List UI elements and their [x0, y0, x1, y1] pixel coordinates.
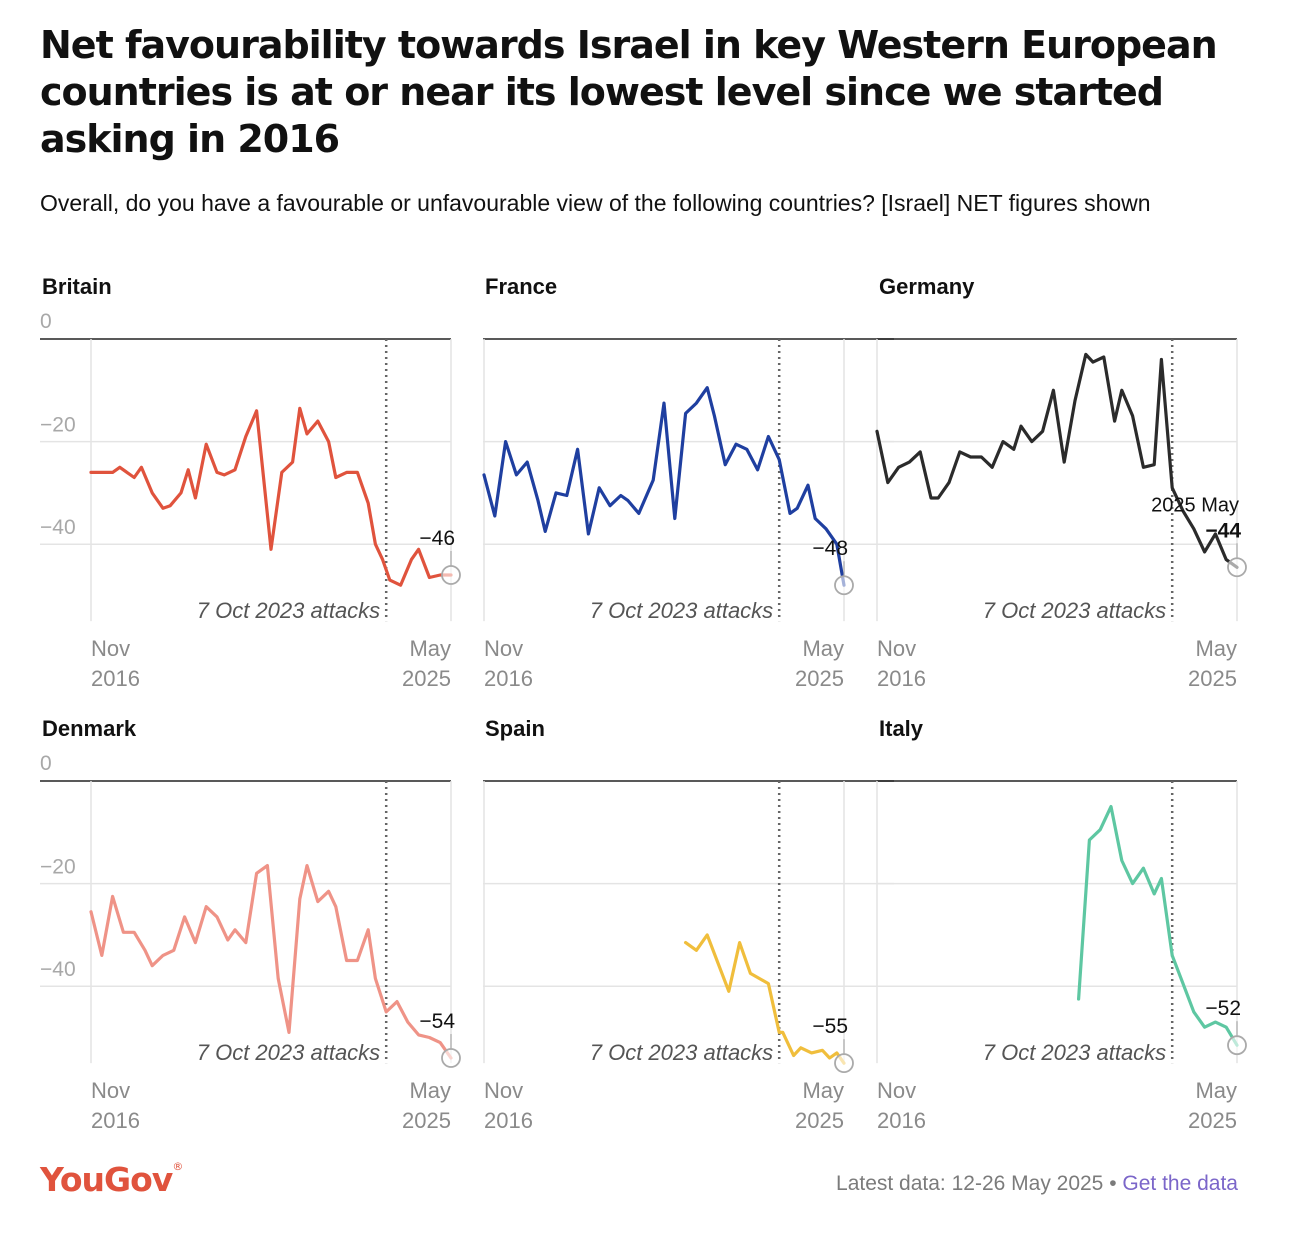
y-tick-label: −20 — [40, 856, 76, 879]
x-end-label-year: 2025 — [795, 666, 844, 691]
y-tick-label: −40 — [40, 958, 76, 981]
x-end-label-year: 2025 — [402, 1108, 451, 1133]
series-line-spain — [684, 933, 846, 1065]
x-end-label-year: 2025 — [1188, 1108, 1237, 1133]
panel-title: Italy — [879, 716, 924, 741]
x-start-label-month: Nov — [877, 1078, 916, 1103]
series-line-britain — [89, 406, 453, 587]
footer-source: Latest data: 12-26 May 2025 • Get the da… — [836, 1172, 1238, 1196]
x-end-label-month: May — [409, 636, 451, 661]
x-end-label-month: May — [1195, 1078, 1237, 1103]
x-end-label-month: May — [802, 636, 844, 661]
x-start-label-month: Nov — [91, 636, 130, 661]
series-line-italy — [1077, 805, 1239, 1047]
panel-italy: Italy 7 Oct 2023 attacks Nov 2016 May 2025 −52 — [876, 716, 1247, 1133]
panel-title: Spain — [485, 716, 545, 741]
x-start-label-year: 2016 — [91, 1108, 140, 1133]
get-the-data-link[interactable]: Get the data — [1122, 1172, 1238, 1195]
panel-title: Denmark — [42, 716, 137, 741]
yougov-logo: YouGov® — [40, 1160, 183, 1199]
y-tick-label: −40 — [40, 516, 76, 539]
event-label: 7 Oct 2023 attacks — [197, 598, 380, 623]
last-value-label: −54 — [419, 1010, 455, 1033]
chart-title: Net favourability towards Israel in key … — [40, 23, 1218, 161]
x-end-label-month: May — [802, 1078, 844, 1103]
last-value-label: −46 — [419, 527, 455, 550]
event-label: 7 Oct 2023 attacks — [197, 1040, 380, 1065]
last-point-marker — [834, 575, 854, 596]
x-start-label-year: 2016 — [91, 666, 140, 691]
event-label: 7 Oct 2023 attacks — [590, 598, 773, 623]
last-point-marker — [834, 1053, 854, 1074]
x-start-label-month: Nov — [484, 1078, 523, 1103]
event-label: 7 Oct 2023 attacks — [590, 1040, 773, 1065]
last-value-date-label: 2025 May — [1151, 494, 1239, 516]
series-line-denmark — [89, 864, 453, 1060]
latest-data-text: Latest data: 12-26 May 2025 — [836, 1172, 1104, 1195]
panel-france: France 7 Oct 2023 attacks Nov 2016 May 2025 −4… — [482, 274, 894, 691]
x-start-label-year: 2016 — [484, 666, 533, 691]
y-tick-label: 0 — [40, 310, 52, 333]
footer-separator: • — [1103, 1172, 1123, 1195]
event-label: 7 Oct 2023 attacks — [983, 1040, 1166, 1065]
panel-title: Germany — [879, 274, 975, 299]
x-end-label-year: 2025 — [1188, 666, 1237, 691]
last-point-marker — [1227, 557, 1247, 578]
panel-germany: Germany 7 Oct 2023 attacks Nov 2016 May 2025 −… — [875, 274, 1247, 691]
x-start-label-year: 2016 — [484, 1108, 533, 1133]
last-point-marker — [441, 1048, 461, 1068]
last-value-label: −48 — [812, 537, 848, 560]
y-tick-label: −20 — [40, 414, 76, 437]
last-point-marker — [1227, 1035, 1247, 1056]
x-start-label-month: Nov — [877, 636, 916, 661]
x-start-label-year: 2016 — [877, 1108, 926, 1133]
x-end-label-year: 2025 — [402, 666, 451, 691]
y-tick-label: 0 — [40, 752, 52, 775]
last-value-label: −52 — [1205, 997, 1241, 1020]
last-value-label: −55 — [812, 1015, 848, 1038]
series-line-germany — [875, 352, 1239, 569]
event-label: 7 Oct 2023 attacks — [983, 598, 1166, 623]
panel-britain: Britain 0 −20 −40 7 Oct 2023 attacks Nov 2016 M… — [40, 274, 461, 691]
x-start-label-month: Nov — [91, 1078, 130, 1103]
small-multiples-chart: Britain 0 −20 −40 7 Oct 2023 attacks Nov 2016 M… — [40, 274, 1247, 1133]
x-start-label-month: Nov — [484, 636, 523, 661]
panel-denmark: Denmark 0 −20 −40 7 Oct 2023 attacks Nov 2016 M… — [40, 716, 461, 1133]
x-start-label-year: 2016 — [877, 666, 926, 691]
panel-spain: Spain 7 Oct 2023 attacks Nov 2016 May 2025 −55 — [483, 716, 894, 1133]
last-value-label: −44 — [1205, 519, 1241, 542]
series-line-france — [482, 386, 846, 587]
x-end-label-month: May — [409, 1078, 451, 1103]
panel-title: Britain — [42, 274, 112, 299]
chart-subtitle: Overall, do you have a favourable or unf… — [40, 190, 1151, 216]
last-point-marker — [441, 565, 461, 585]
x-end-label-year: 2025 — [795, 1108, 844, 1133]
panel-title: France — [485, 274, 557, 299]
x-end-label-month: May — [1195, 636, 1237, 661]
